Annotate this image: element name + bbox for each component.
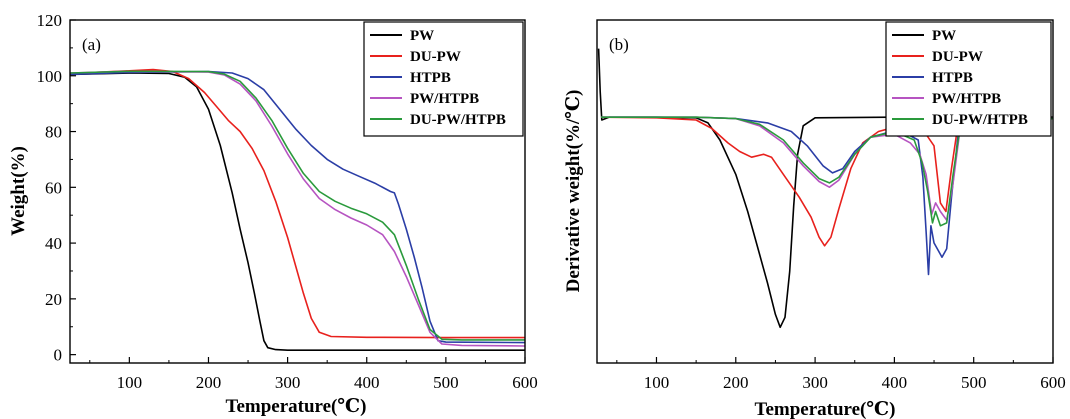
legend-label: PW/HTPB <box>932 91 1001 107</box>
legend-item: PW/HTPB <box>892 91 1001 107</box>
legend-item: HTPB <box>370 70 451 86</box>
panel-label: (a) <box>82 35 101 54</box>
series-line-du-pw <box>600 116 1053 247</box>
y-axis-title: Derivative weight(%/℃) <box>563 90 584 293</box>
x-tick-label: 400 <box>882 373 908 392</box>
legend-item: PW/HTPB <box>370 91 479 107</box>
series-line-du-pw <box>70 68 525 339</box>
legend: PW DU-PW HTPB PW/HTPB DU-PW/HTPB <box>363 21 524 137</box>
legend-label: HTPB <box>410 70 451 86</box>
chart-panel-a: 100 200 300 400 500 600 0 20 40 60 80 100 120 Tempera… <box>8 11 538 417</box>
y-tick-label: 100 <box>37 67 63 86</box>
y-tick-label: 60 <box>45 178 62 197</box>
x-tick-label: 200 <box>196 373 222 392</box>
x-tick-label: 500 <box>961 373 987 392</box>
x-axis-title: Temperature(℃) <box>226 396 367 417</box>
legend-label: DU-PW/HTPB <box>932 112 1028 128</box>
legend-item: DU-PW/HTPB <box>892 112 1028 128</box>
legend-box <box>363 21 524 137</box>
x-tick-label: 300 <box>275 373 301 392</box>
series-line-pw-htpb <box>70 70 525 347</box>
legend-item: DU-PW <box>370 49 461 65</box>
legend-label: PW <box>932 28 956 44</box>
legend: PW DU-PW HTPB PW/HTPB DU-PW/HTPB <box>885 21 1052 137</box>
legend-label: DU-PW <box>410 49 461 65</box>
x-tick-label: 500 <box>433 373 459 392</box>
legend-item: DU-PW/HTPB <box>370 112 506 128</box>
legend-label: DU-PW/HTPB <box>410 112 506 128</box>
x-tick-label: 400 <box>354 373 380 392</box>
x-tick-label: 600 <box>1040 373 1066 392</box>
y-tick-label: 120 <box>37 11 63 30</box>
plot-frame <box>69 19 526 364</box>
y-tick-label: 20 <box>45 290 62 309</box>
panel-label: (b) <box>609 35 629 54</box>
y-tick-label: 40 <box>45 234 62 253</box>
x-tick-label: 600 <box>512 373 538 392</box>
legend-label: DU-PW <box>932 49 983 65</box>
legend-item: HTPB <box>892 70 973 86</box>
legend-item: PW <box>370 28 434 44</box>
y-axis-title: Weight(%) <box>8 146 29 236</box>
legend-item: PW <box>892 28 956 44</box>
x-tick-label: 100 <box>117 373 143 392</box>
series-line-htpb <box>70 70 525 344</box>
legend-box <box>885 21 1052 137</box>
y-tick-label: 80 <box>45 123 62 142</box>
legend-label: PW/HTPB <box>410 91 479 107</box>
y-tick-label: 0 <box>54 346 63 365</box>
series-line-htpb <box>601 116 1053 276</box>
x-tick-label: 100 <box>644 373 670 392</box>
plot-frame <box>596 19 1054 364</box>
x-tick-label: 200 <box>723 373 749 392</box>
legend-item: DU-PW <box>892 49 983 65</box>
legend-label: HTPB <box>932 70 973 86</box>
series-line-du-pw-htpb <box>70 70 525 341</box>
x-tick-label: 300 <box>802 373 828 392</box>
legend-label: PW <box>410 28 434 44</box>
chart-panel-b: 100 200 300 400 500 600 Temperature(℃) Derivati… <box>563 19 1066 419</box>
x-axis-title: Temperature(℃) <box>755 399 896 419</box>
